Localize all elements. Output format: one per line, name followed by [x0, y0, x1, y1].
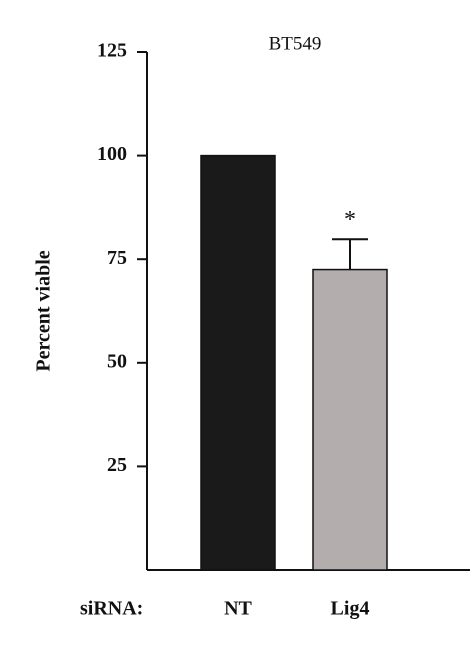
x-axis-label: siRNA:: [80, 598, 143, 620]
bar: [312, 268, 388, 571]
y-tick-label: 50: [107, 350, 127, 372]
y-tick-label: 125: [97, 40, 127, 62]
y-axis-label: Percent viable: [33, 250, 55, 371]
y-tick-label: 25: [107, 454, 127, 476]
error-bar: [332, 238, 368, 270]
bar: [200, 154, 276, 571]
annotation: *: [344, 207, 356, 233]
chart-title: BT549: [269, 33, 322, 54]
x-tick-label: Lig4: [331, 598, 370, 620]
x-tick-label: NT: [224, 598, 252, 620]
y-tick-label: 100: [97, 143, 127, 165]
y-tick-label: 75: [107, 247, 127, 269]
